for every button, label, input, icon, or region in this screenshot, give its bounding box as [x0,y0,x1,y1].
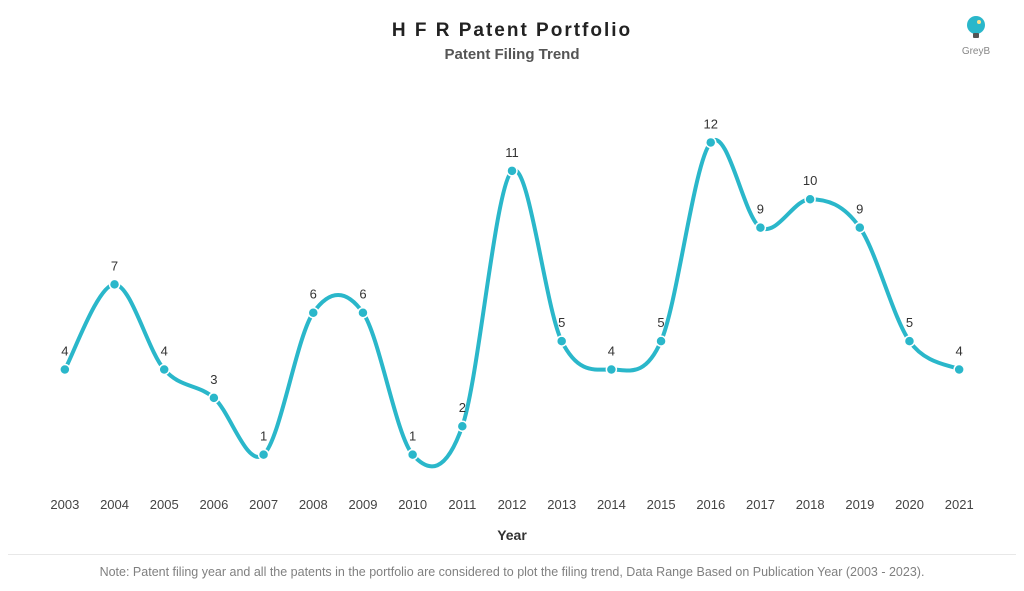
data-point [358,308,368,318]
data-label: 6 [359,287,366,302]
data-point [457,421,467,431]
x-tick: 2019 [835,497,885,521]
chart-container: H F R Patent Portfolio Patent Filing Tre… [0,0,1024,591]
data-label: 1 [409,429,416,444]
x-tick: 2008 [288,497,338,521]
x-tick: 2016 [686,497,736,521]
data-label: 9 [856,202,863,217]
data-label: 12 [704,116,718,131]
data-point [656,336,666,346]
data-point [755,223,765,233]
chart-subtitle: Patent Filing Trend [30,46,994,63]
data-label: 5 [558,315,565,330]
data-point [408,450,418,460]
x-tick: 2004 [90,497,140,521]
data-point [606,364,616,374]
data-label: 4 [61,343,68,358]
data-label: 2 [459,400,466,415]
line-chart-svg: 4743166121154512910954 [40,90,984,491]
brand-text: GreyB [962,46,990,57]
data-point [954,364,964,374]
data-point [855,223,865,233]
x-axis-label: Year [0,527,1024,543]
x-tick: 2011 [438,497,488,521]
trend-line [65,140,959,466]
data-point [308,308,318,318]
brand-logo: GreyB [954,14,998,58]
data-label: 3 [210,372,217,387]
x-tick: 2015 [636,497,686,521]
data-label: 11 [505,145,519,160]
lightbulb-icon [961,14,991,44]
data-point [60,364,70,374]
data-point [209,393,219,403]
data-point [507,166,517,176]
data-label: 1 [260,429,267,444]
x-tick: 2018 [785,497,835,521]
data-label: 7 [111,258,118,273]
data-point [557,336,567,346]
data-point [904,336,914,346]
data-point [110,279,120,289]
data-label: 9 [757,202,764,217]
data-label: 5 [657,315,664,330]
x-tick: 2006 [189,497,239,521]
data-label: 4 [608,343,615,358]
data-label: 4 [161,343,168,358]
data-point [706,137,716,147]
data-point [259,450,269,460]
data-label: 4 [956,343,963,358]
x-tick: 2005 [139,497,189,521]
data-label: 5 [906,315,913,330]
plot-area: 4743166121154512910954 [40,90,984,491]
data-label: 6 [310,287,317,302]
data-point [159,364,169,374]
x-tick: 2003 [40,497,90,521]
x-tick: 2020 [885,497,935,521]
data-label: 10 [803,173,817,188]
x-tick: 2014 [587,497,637,521]
x-tick: 2017 [736,497,786,521]
x-tick: 2010 [388,497,438,521]
data-point [805,194,815,204]
x-tick: 2013 [537,497,587,521]
x-tick: 2021 [934,497,984,521]
x-tick: 2012 [487,497,537,521]
x-axis: 2003200420052006200720082009201020112012… [40,497,984,521]
x-tick: 2009 [338,497,388,521]
x-tick: 2007 [239,497,289,521]
footnote-text: Note: Patent filing year and all the pat… [8,554,1016,579]
chart-title: H F R Patent Portfolio [30,20,994,42]
